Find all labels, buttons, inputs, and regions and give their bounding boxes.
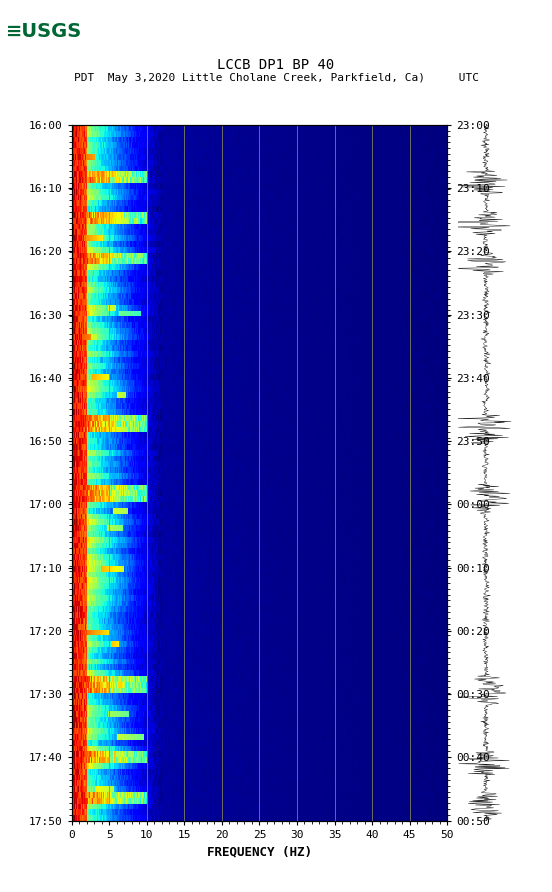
- Text: PDT  May 3,2020 Little Cholane Creek, Parkfield, Ca)     UTC: PDT May 3,2020 Little Cholane Creek, Par…: [73, 73, 479, 83]
- X-axis label: FREQUENCY (HZ): FREQUENCY (HZ): [207, 846, 312, 858]
- Text: LCCB DP1 BP 40: LCCB DP1 BP 40: [217, 58, 335, 72]
- Text: ≡USGS: ≡USGS: [6, 22, 82, 41]
